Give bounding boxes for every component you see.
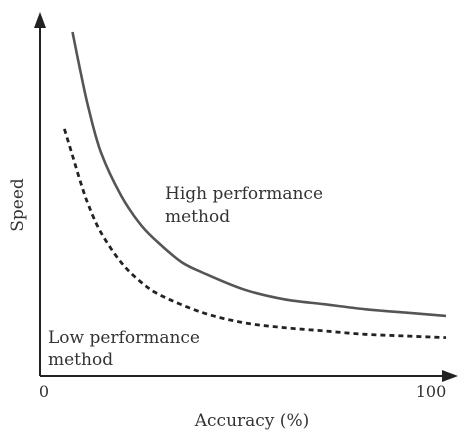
- y-axis-arrow: [34, 12, 46, 28]
- x-tick-label-0: 0: [39, 382, 49, 401]
- y-axis-label: Speed: [8, 178, 28, 232]
- series-label-high-line1: High performance: [165, 184, 323, 204]
- x-axis-label: Accuracy (%): [194, 411, 309, 431]
- series-label-high-line2: method: [165, 207, 230, 227]
- x-tick-label-100: 100: [416, 382, 447, 401]
- series-label-low: Low performance method: [48, 328, 200, 370]
- series-line-low-performance: [64, 129, 446, 338]
- series-label-high: High performance method: [165, 184, 323, 227]
- x-axis-arrow: [442, 370, 458, 382]
- series-line-high-performance: [73, 32, 447, 316]
- series-label-low-line2: method: [48, 350, 113, 370]
- series-label-low-line1: Low performance: [48, 328, 200, 348]
